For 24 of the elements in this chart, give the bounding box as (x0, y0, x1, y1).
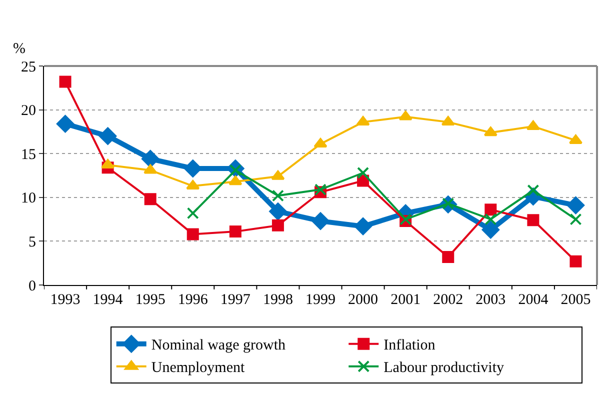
y-tick-label: 20 (21, 103, 36, 120)
y-tick-label: 15 (21, 146, 36, 163)
legend-label: Labour productivity (384, 360, 505, 376)
x-tick-label: 2005 (560, 292, 591, 308)
x-tick-label: 2004 (518, 292, 549, 308)
x-tick-label: 2000 (348, 292, 378, 308)
x-tick-label: 1994 (92, 292, 124, 308)
y-tick-label: 10 (21, 190, 36, 207)
x-tick-label: 1999 (306, 292, 336, 308)
x-tick-label: 1996 (178, 292, 208, 308)
y-axis-title: % (13, 41, 26, 57)
legend-label: Inflation (384, 338, 436, 354)
x-tick-label: 2001 (390, 292, 421, 308)
x-tick-label: 2002 (433, 292, 464, 308)
x-tick-label: 1993 (50, 292, 80, 308)
legend-label: Nominal wage growth (151, 338, 286, 354)
x-tick-label: 1998 (262, 292, 293, 308)
x-tick-label: 1997 (220, 292, 251, 308)
y-tick-label: 25 (21, 59, 36, 76)
x-tick-label: 1995 (135, 292, 166, 308)
x-tick-label: 2003 (476, 292, 506, 308)
y-tick-label: 0 (28, 278, 36, 294)
legend-label: Unemployment (151, 360, 246, 376)
y-tick-label: 5 (28, 234, 36, 250)
